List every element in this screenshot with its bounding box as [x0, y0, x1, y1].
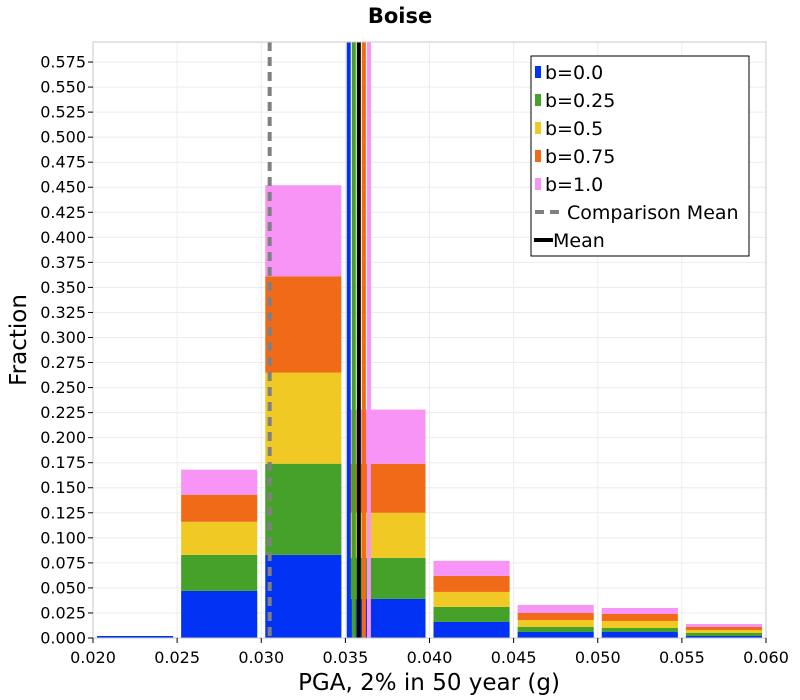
- bar-segment: [265, 185, 342, 277]
- bar-segment: [265, 554, 342, 638]
- y-tick-label: 0.275: [40, 353, 86, 372]
- chart-title: Boise: [368, 4, 432, 28]
- y-tick-label: 0.100: [40, 528, 86, 547]
- x-axis-label: PGA, 2% in 50 year (g): [298, 670, 560, 696]
- y-axis-label: Fraction: [6, 294, 32, 386]
- y-tick-label: 0.125: [40, 503, 86, 522]
- bar-segment: [601, 620, 678, 628]
- x-tick-label: 0.030: [238, 648, 284, 667]
- legend-label-b-1-0: b=1.0: [545, 174, 603, 196]
- y-tick-label: 0.075: [40, 553, 86, 572]
- legend-swatch-b-0-25: [535, 94, 541, 106]
- y-tick-label: 0.350: [40, 278, 86, 297]
- bar-segment: [265, 463, 342, 555]
- y-tick-label: 0.200: [40, 428, 86, 447]
- y-tick-label: 0.325: [40, 303, 86, 322]
- y-tick-label: 0.375: [40, 253, 86, 272]
- legend-label-comparison-mean: Comparison Mean: [567, 202, 739, 224]
- legend-label-b-0-0: b=0.0: [545, 62, 603, 84]
- y-tick-label: 0.300: [40, 328, 86, 347]
- legend-swatch-b-0-75: [535, 150, 541, 162]
- bar-segment: [517, 631, 594, 638]
- bar-segment: [433, 575, 510, 592]
- bar-segment: [181, 590, 258, 638]
- y-tick-label: 0.450: [40, 178, 86, 197]
- bar-segment: [265, 276, 342, 373]
- y-tick-label: 0.225: [40, 403, 86, 422]
- x-axis-ticks: 0.020 0.025 0.030 0.035 0.040 0.045 0.050 0.055…: [70, 638, 789, 667]
- legend-box: [530, 55, 750, 257]
- bar-segment: [433, 621, 510, 638]
- bar-segment: [517, 626, 594, 632]
- bar-segment: [601, 607, 678, 614]
- y-tick-label: 0.550: [40, 78, 86, 97]
- bar-segment: [181, 469, 258, 495]
- y-tick-label: 0.500: [40, 128, 86, 147]
- bar-segment: [97, 635, 174, 638]
- bar-segment: [685, 623, 762, 627]
- bar-segment: [433, 606, 510, 622]
- y-tick-label: 0.400: [40, 228, 86, 247]
- legend-label-b-0-5: b=0.5: [545, 118, 603, 140]
- y-tick-label: 0.050: [40, 578, 86, 597]
- x-tick-label: 0.025: [154, 648, 200, 667]
- y-axis-ticks: 0.000 0.025 0.050 0.075 0.100 0.125 0.150 0.175…: [40, 53, 93, 648]
- bar-segment: [601, 631, 678, 638]
- mean-lines: [267, 42, 371, 638]
- legend: b=0.0 b=0.25 b=0.5 b=0.75 b=1.0 Comparison Me…: [530, 55, 750, 257]
- x-tick-label: 0.040: [407, 648, 453, 667]
- y-tick-label: 0.175: [40, 453, 86, 472]
- legend-label-b-0-25: b=0.25: [545, 90, 615, 112]
- y-tick-label: 0.425: [40, 203, 86, 222]
- x-tick-label: 0.050: [575, 648, 621, 667]
- legend-label-b-0-75: b=0.75: [545, 146, 615, 168]
- bar-segment: [601, 627, 678, 632]
- y-tick-label: 0.250: [40, 378, 86, 397]
- y-tick-label: 0.475: [40, 153, 86, 172]
- bar-segment: [181, 494, 258, 522]
- x-tick-label: 0.045: [491, 648, 537, 667]
- legend-label-mean: Mean: [553, 230, 605, 252]
- bar-segment: [685, 632, 762, 636]
- bar-segment: [517, 619, 594, 627]
- y-tick-label: 0.150: [40, 478, 86, 497]
- bar-segment: [601, 613, 678, 621]
- bar-segment: [181, 521, 258, 555]
- x-tick-label: 0.060: [743, 648, 789, 667]
- bar-segment: [265, 372, 342, 464]
- bar-segment: [685, 629, 762, 633]
- bar-segment: [685, 635, 762, 638]
- legend-swatch-b-1-0: [535, 178, 541, 190]
- bar-segment: [433, 591, 510, 607]
- bar-segment: [433, 560, 510, 576]
- bar-segment: [517, 604, 594, 613]
- bar-segment: [517, 612, 594, 620]
- legend-swatch-b-0-5: [535, 122, 541, 134]
- y-tick-label: 0.525: [40, 103, 86, 122]
- y-tick-label: 0.575: [40, 53, 86, 72]
- x-tick-label: 0.020: [70, 648, 116, 667]
- y-tick-label: 0.000: [40, 629, 86, 648]
- x-tick-label: 0.035: [322, 648, 368, 667]
- legend-swatch-b-0-0: [535, 66, 541, 78]
- bar-segment: [181, 554, 258, 591]
- y-tick-label: 0.025: [40, 603, 86, 622]
- bar-segment: [685, 626, 762, 630]
- x-tick-label: 0.055: [659, 648, 705, 667]
